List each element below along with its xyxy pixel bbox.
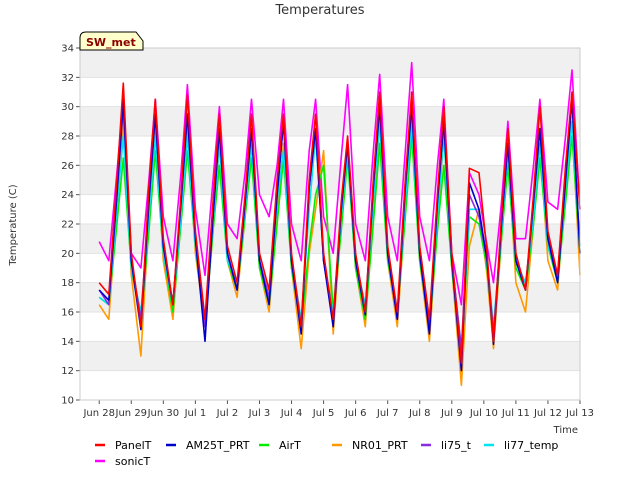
chart-title: Temperatures xyxy=(274,3,364,18)
legend-label: AM25T_PRT xyxy=(186,439,250,452)
legend-item-am25t-prt: AM25T_PRT xyxy=(166,439,250,452)
x-tick-label: Jun 29 xyxy=(115,408,148,419)
legend-label: PanelT xyxy=(115,439,152,452)
x-tick-label: Jul 13 xyxy=(565,408,594,419)
y-tick-label: 26 xyxy=(61,161,74,172)
grid-band xyxy=(80,341,580,371)
x-tick-label: Jul 8 xyxy=(408,408,431,419)
y-tick-label: 12 xyxy=(61,366,74,377)
grid-band xyxy=(80,165,580,195)
grid-band xyxy=(80,106,580,136)
legend-label: li77_temp xyxy=(504,439,558,452)
y-axis-ticks: 10 12 14 16 18 20 22 24 26 28 30 32 34 xyxy=(61,44,80,407)
legend-label: AirT xyxy=(279,439,301,452)
plot-frame xyxy=(79,47,581,401)
y-tick-label: 22 xyxy=(61,220,74,231)
dataset-badge: SW_met xyxy=(79,31,144,51)
series-line-sonict xyxy=(98,61,581,306)
x-tick-label: Jul 9 xyxy=(440,408,463,419)
legend-label: sonicT xyxy=(115,455,151,468)
x-axis-ticks: Jun 28 Jun 29 Jun 30 Jul 1 Jul 2 Jul 3 Jul 4 Ju… xyxy=(82,400,594,419)
legend-item-sonict: sonicT xyxy=(95,455,151,468)
x-tick-label: Jul 1 xyxy=(184,408,207,419)
badge-label: SW_met xyxy=(86,36,136,49)
x-tick-label: Jul 2 xyxy=(216,408,239,419)
y-tick-label: 20 xyxy=(61,249,74,260)
legend-item-airt: AirT xyxy=(259,439,301,452)
legend: PanelT AM25T_PRT AirT NR01_PRT li75_t li77_te… xyxy=(95,439,558,468)
y-tick-label: 34 xyxy=(61,44,74,55)
grid-band xyxy=(80,48,580,78)
y-tick-label: 16 xyxy=(61,308,74,319)
plot-background xyxy=(80,47,580,401)
badge-shape xyxy=(79,31,144,51)
x-tick-label: Jul 3 xyxy=(248,408,271,419)
y-tick-label: 10 xyxy=(61,396,74,407)
y-tick-label: 18 xyxy=(61,278,74,289)
x-tick-label: Jul 7 xyxy=(376,408,399,419)
series-line-panelt xyxy=(98,82,581,365)
x-tick-label: Jun 28 xyxy=(82,408,115,419)
x-axis-title: Time xyxy=(553,425,578,436)
legend-item-panelt: PanelT xyxy=(95,439,152,452)
x-tick-label: Jul 12 xyxy=(533,408,562,419)
y-axis-title: Temperature (C) xyxy=(8,184,19,266)
y-tick-label: 32 xyxy=(61,73,74,84)
y-tick-label: 24 xyxy=(61,190,74,201)
y-tick-label: 14 xyxy=(61,337,74,348)
legend-label: li75_t xyxy=(441,439,472,452)
x-tick-label: Jun 30 xyxy=(147,408,180,419)
x-tick-label: Jul 5 xyxy=(312,408,335,419)
y-tick-label: 28 xyxy=(61,132,74,143)
legend-item-nr01-prt: NR01_PRT xyxy=(332,439,408,452)
x-tick-label: Jul 6 xyxy=(344,408,367,419)
series-lines xyxy=(98,61,581,387)
legend-label: NR01_PRT xyxy=(352,439,408,452)
x-tick-label: Jul 4 xyxy=(280,408,303,419)
legend-item-li75-t: li75_t xyxy=(421,439,472,452)
x-tick-label: Jul 11 xyxy=(501,408,530,419)
y-tick-label: 30 xyxy=(61,102,74,113)
legend-item-li77-temp: li77_temp xyxy=(484,439,558,452)
x-tick-label: Jul 10 xyxy=(469,408,498,419)
